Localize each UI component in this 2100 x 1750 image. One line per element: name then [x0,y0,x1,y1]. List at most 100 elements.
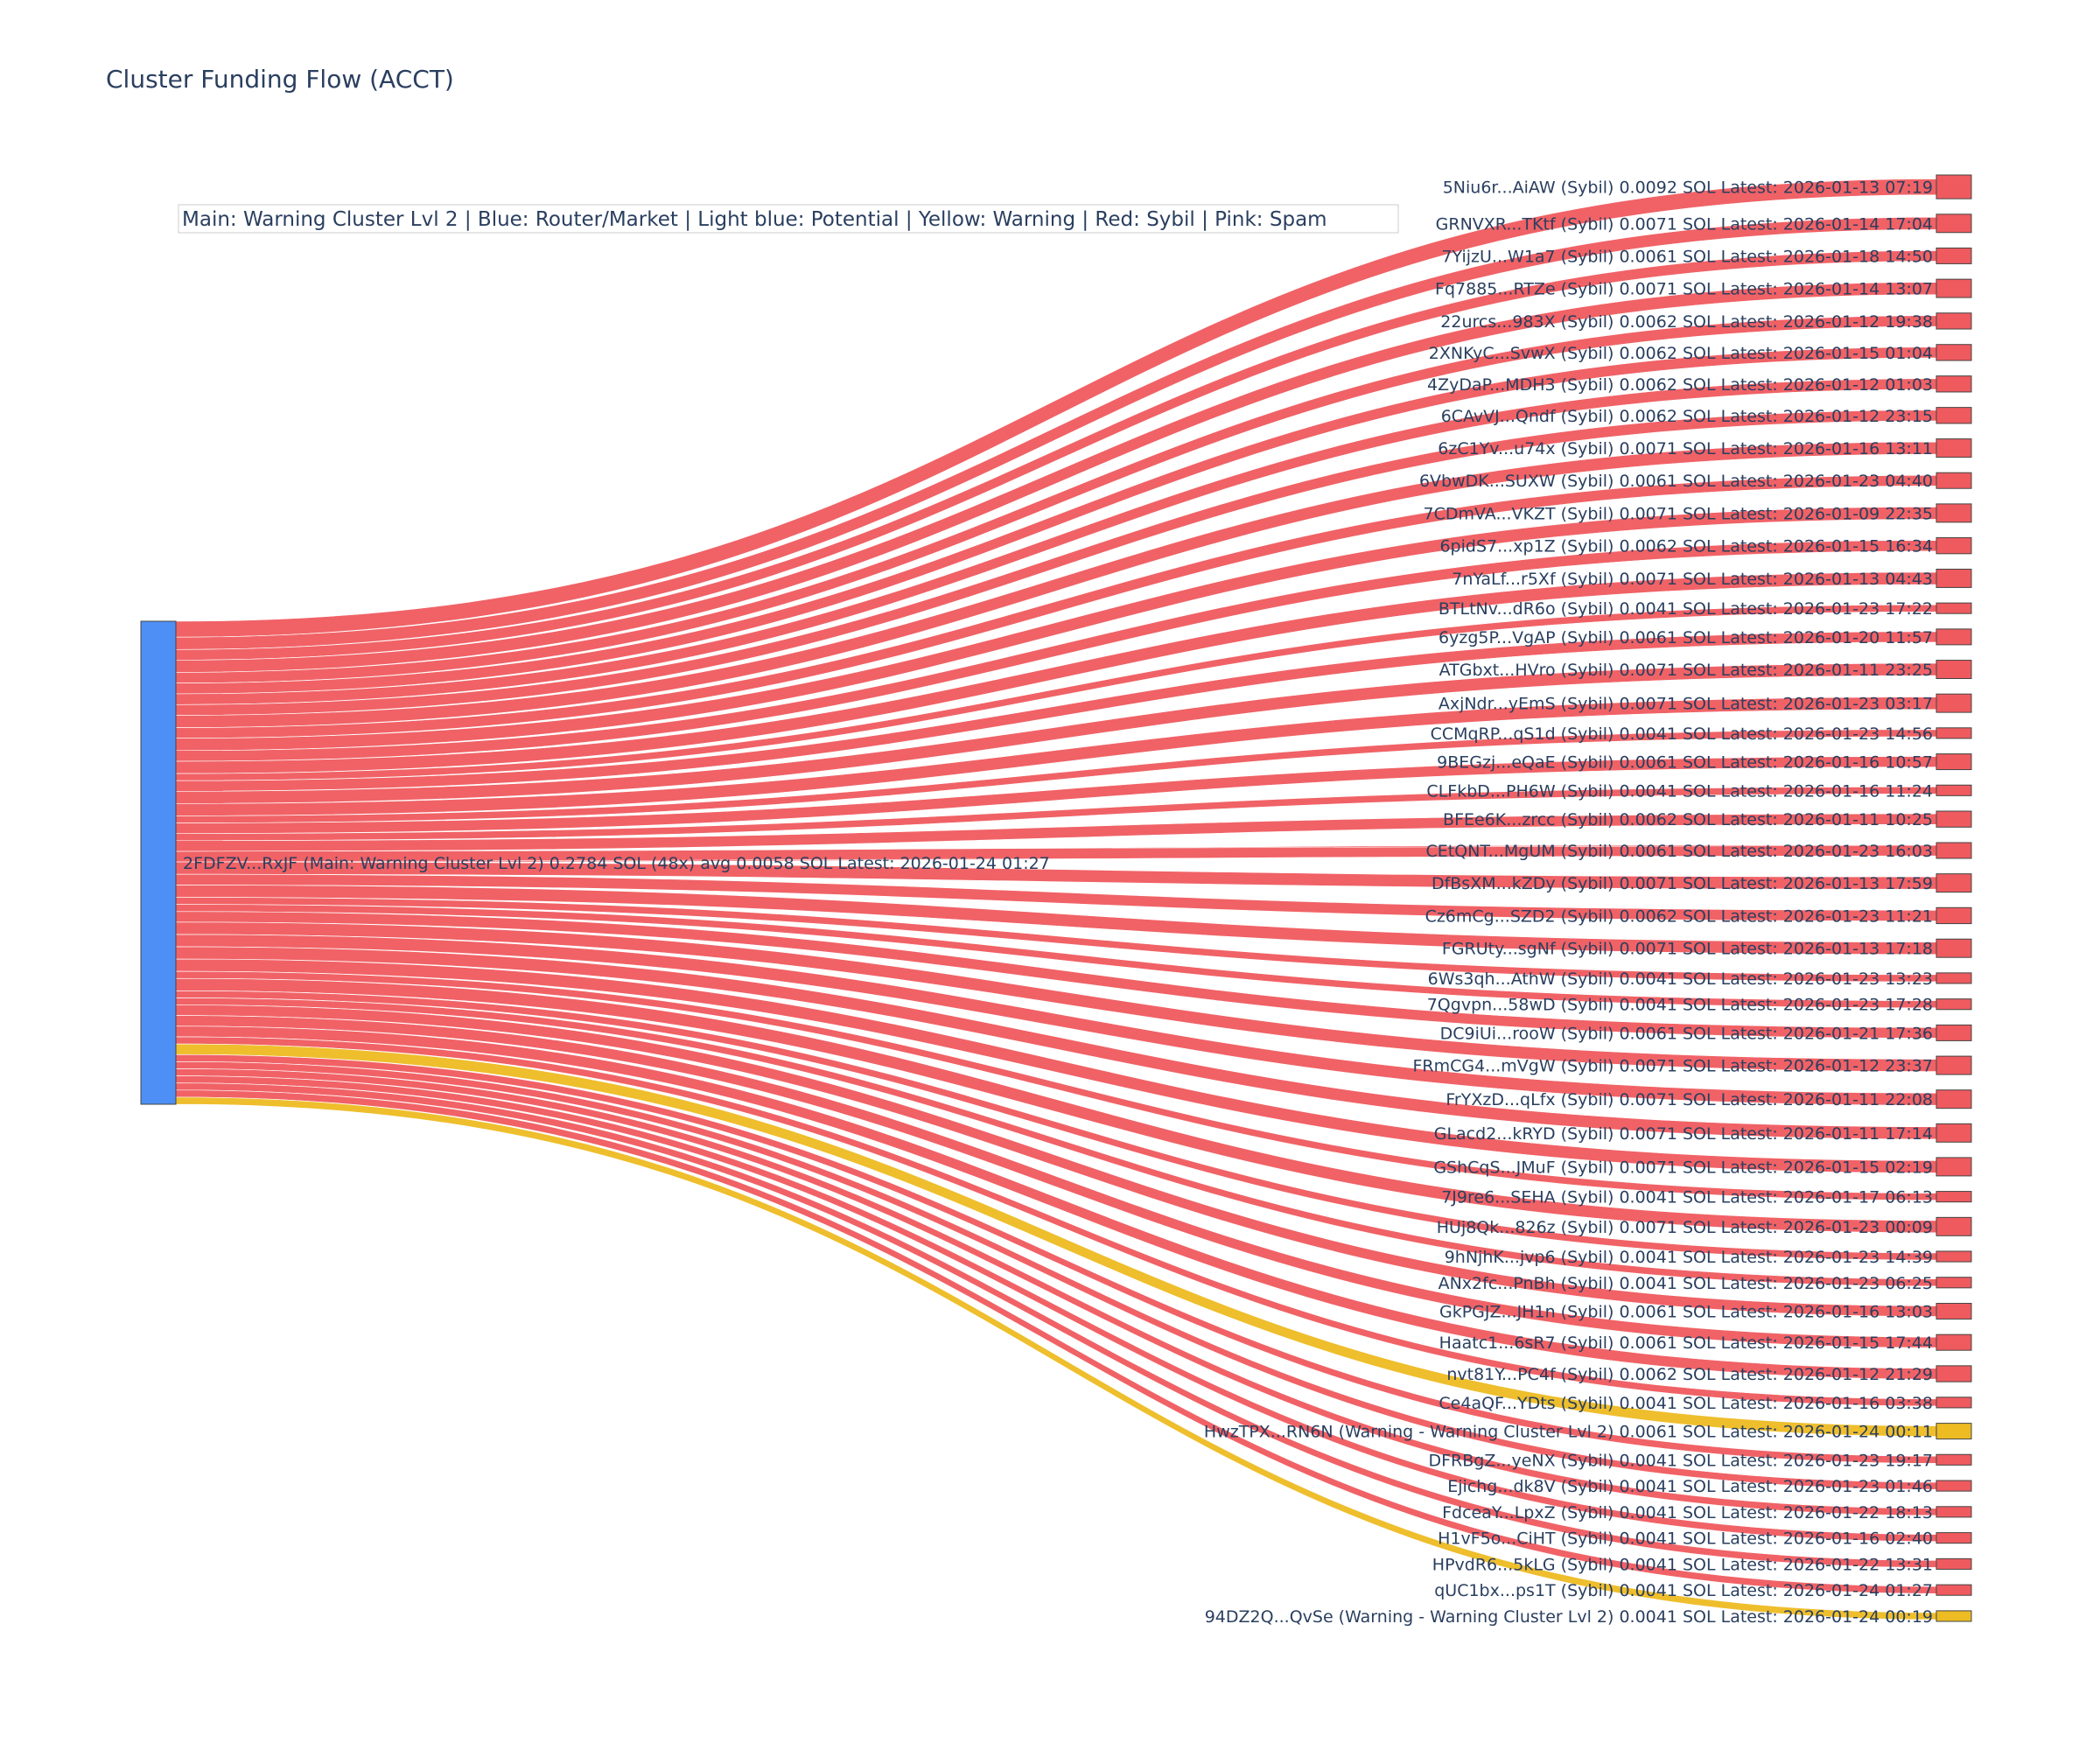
target-node-label: ANx2fc...PnBh (Sybil) 0.0041 SOL Latest:… [1438,1274,1933,1293]
source-node[interactable] [140,620,177,1105]
target-node-label: 22urcs...983X (Sybil) 0.0062 SOL Latest:… [1440,312,1933,332]
target-node-label: 2XNKyC...SvwX (Sybil) 0.0062 SOL Latest:… [1429,344,1933,363]
target-node-label: FdceaY...LpxZ (Sybil) 0.0041 SOL Latest:… [1442,1503,1933,1522]
target-node[interactable] [1936,938,1972,958]
target-node-label: BFEe6K...zrcc (Sybil) 0.0062 SOL Latest:… [1443,810,1933,830]
sankey-nodes [140,174,1972,1622]
target-node-label: GLacd2...kRYD (Sybil) 0.0071 SOL Latest:… [1434,1124,1933,1144]
target-node[interactable] [1936,784,1972,796]
target-node[interactable] [1936,660,1972,680]
target-node[interactable] [1936,1216,1972,1236]
target-node[interactable] [1936,375,1972,393]
target-node-label: Ejichg...dk8V (Sybil) 0.0041 SOL Latest:… [1447,1477,1933,1496]
target-node[interactable] [1936,998,1972,1011]
target-node[interactable] [1936,1532,1972,1544]
target-node-label: 6yzg5P...VgAP (Sybil) 0.0061 SOL Latest:… [1438,628,1933,648]
target-node[interactable] [1936,1250,1972,1263]
target-node[interactable] [1936,312,1972,330]
target-node[interactable] [1936,602,1972,614]
target-node[interactable] [1936,1024,1972,1041]
legend-annotation-text: Main: Warning Cluster Lvl 2 | Blue: Rout… [182,208,1327,231]
target-node[interactable] [1936,1334,1972,1351]
target-node-label: Cz6mCg...SZD2 (Sybil) 0.0062 SOL Latest:… [1425,906,1933,926]
target-node[interactable] [1936,1453,1972,1466]
target-node[interactable] [1936,1191,1972,1203]
target-node-label: Haatc1...6sR7 (Sybil) 0.0061 SOL Latest:… [1439,1334,1933,1353]
target-node[interactable] [1936,1610,1972,1622]
target-node[interactable] [1936,247,1972,264]
target-node[interactable] [1936,842,1972,859]
target-node[interactable] [1936,1365,1972,1382]
target-node-label: FRmCG4...mVgW (Sybil) 0.0071 SOL Latest:… [1412,1057,1933,1076]
target-node[interactable] [1936,214,1972,234]
target-node[interactable] [1936,438,1972,458]
target-node[interactable] [1936,472,1972,489]
target-node-label: HwzTPX...RN6N (Warning - Warning Cluster… [1204,1423,1933,1442]
target-node[interactable] [1936,278,1972,298]
source-node-label: 2FDFZV...RxJF (Main: Warning Cluster Lvl… [183,854,1050,873]
target-node[interactable] [1936,1277,1972,1289]
target-node[interactable] [1936,1423,1972,1440]
target-node[interactable] [1936,693,1972,713]
target-node[interactable] [1936,1584,1972,1596]
target-node-label: DC9iUi...rooW (Sybil) 0.0061 SOL Latest:… [1440,1024,1933,1043]
target-node-label: CLFkbD...PH6W (Sybil) 0.0041 SOL Latest:… [1426,781,1933,801]
target-node[interactable] [1936,1396,1972,1409]
target-node-label: 6Ws3qh...AthW (Sybil) 0.0041 SOL Latest:… [1428,970,1933,989]
legend-annotation-box [178,204,1399,234]
target-node-label: 6zC1Yv...u74x (Sybil) 0.0071 SOL Latest:… [1438,439,1933,458]
target-node[interactable] [1936,344,1972,361]
target-node-label: 5Niu6r...AiAW (Sybil) 0.0092 SOL Latest:… [1443,178,1933,198]
target-node-label: Fq7885...RTZe (Sybil) 0.0071 SOL Latest:… [1435,280,1933,299]
target-node-label: GShCqS...JMuF (Sybil) 0.0071 SOL Latest:… [1433,1158,1933,1177]
target-node[interactable] [1936,1123,1972,1143]
target-node-label: 6pidS7...xp1Z (Sybil) 0.0062 SOL Latest:… [1439,537,1933,556]
target-node-label: FrYXzD...qLfx (Sybil) 0.0071 SOL Latest:… [1446,1090,1933,1110]
target-node-label: 6CAvVJ...Qndf (Sybil) 0.0062 SOL Latest:… [1441,407,1933,426]
target-node-label: FGRUty...sgNf (Sybil) 0.0071 SOL Latest:… [1442,940,1933,959]
target-node-label: 4ZyDaP...MDH3 (Sybil) 0.0062 SOL Latest:… [1427,375,1933,395]
target-node-label: Ce4aQF...YDts (Sybil) 0.0041 SOL Latest:… [1438,1394,1933,1413]
target-node[interactable] [1936,1089,1972,1110]
target-node[interactable] [1936,972,1972,984]
target-node[interactable] [1936,906,1972,925]
target-node-label: qUC1bx...ps1T (Sybil) 0.0041 SOL Latest:… [1434,1581,1933,1600]
target-node[interactable] [1936,873,1972,893]
target-node[interactable] [1936,503,1972,523]
sankey-links [175,178,1937,1620]
target-node-label: 7YijzU...W1a7 (Sybil) 0.0061 SOL Latest:… [1441,247,1933,266]
target-node-label: BTLtNv...dR6o (Sybil) 0.0041 SOL Latest:… [1438,599,1933,619]
target-node-label: GRNVXR...TKtf (Sybil) 0.0071 SOL Latest:… [1436,214,1933,234]
target-node[interactable] [1936,1055,1972,1075]
target-node[interactable] [1936,1480,1972,1492]
target-node[interactable] [1936,537,1972,555]
target-node-label: 7Qgvpn...58wD (Sybil) 0.0041 SOL Latest:… [1427,996,1933,1015]
target-node-label: 7CDmVA...VKZT (Sybil) 0.0071 SOL Latest:… [1424,504,1934,523]
target-node-label: 6VbwDK...SUXW (Sybil) 0.0061 SOL Latest:… [1419,472,1933,491]
chart-title: Cluster Funding Flow (ACCT) [106,65,454,94]
target-node[interactable] [1936,753,1972,771]
target-node-label: GkPGJZ...JH1n (Sybil) 0.0061 SOL Latest:… [1439,1303,1933,1322]
target-node[interactable] [1936,407,1972,424]
target-node-label: 7nYaLf...r5Xf (Sybil) 0.0071 SOL Latest:… [1452,570,1933,589]
target-node[interactable] [1936,628,1972,646]
target-node-label: ATGbxt...HVro (Sybil) 0.0071 SOL Latest:… [1439,661,1933,680]
target-node[interactable] [1936,174,1972,200]
target-node-label: CEtQNT...MgUM (Sybil) 0.0061 SOL Latest:… [1426,842,1933,861]
target-node[interactable] [1936,1157,1972,1177]
sankey-labels: 5Niu6r...AiAW (Sybil) 0.0092 SOL Latest:… [183,178,1933,1627]
target-node-label: 9BEGzj...eQaE (Sybil) 0.0061 SOL Latest:… [1437,753,1933,773]
target-node[interactable] [1936,1506,1972,1518]
target-node[interactable] [1936,1303,1972,1320]
legend-annotation: Main: Warning Cluster Lvl 2 | Blue: Rout… [178,204,1399,234]
target-node[interactable] [1936,568,1972,588]
target-node-label: 7J9re6...SEHA (Sybil) 0.0041 SOL Latest:… [1441,1188,1933,1208]
target-node-label: 94DZ2Q...QvSe (Warning - Warning Cluster… [1205,1607,1933,1627]
target-node[interactable] [1936,727,1972,739]
target-node-label: AxjNdr...yEmS (Sybil) 0.0071 SOL Latest:… [1438,695,1933,714]
target-node[interactable] [1936,1558,1972,1570]
target-node[interactable] [1936,810,1972,828]
target-node-label: nvt81Y...PC4f (Sybil) 0.0062 SOL Latest:… [1446,1365,1933,1384]
